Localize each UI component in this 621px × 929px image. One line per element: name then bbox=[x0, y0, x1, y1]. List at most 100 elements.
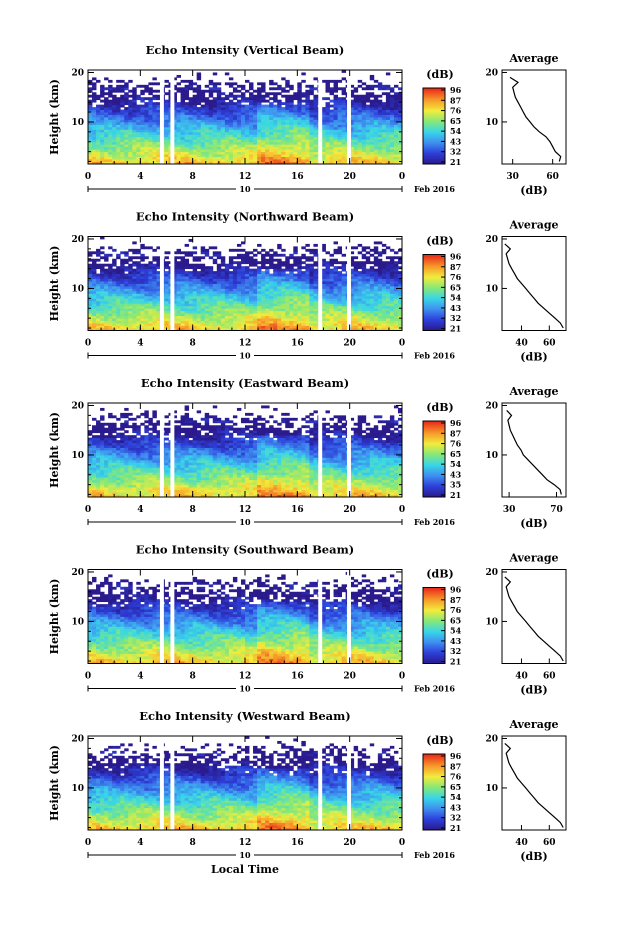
heatmap-cell bbox=[349, 258, 355, 262]
heatmap-cell bbox=[240, 154, 246, 157]
heatmap-cell bbox=[180, 285, 186, 289]
heatmap-cell bbox=[397, 156, 403, 160]
heatmap-cell bbox=[228, 295, 234, 299]
heatmap-cell bbox=[124, 134, 129, 138]
heatmap-cell bbox=[236, 303, 242, 307]
heatmap-cell bbox=[172, 144, 177, 148]
heatmap-cell bbox=[361, 271, 367, 274]
heatmap-cell bbox=[164, 121, 169, 125]
heatmap-cell bbox=[285, 107, 290, 110]
heatmap-cell bbox=[297, 154, 302, 157]
heatmap-cell bbox=[305, 102, 310, 106]
heatmap-cell bbox=[220, 99, 226, 103]
heatmap-cell bbox=[220, 325, 226, 329]
heatmap-cell bbox=[148, 246, 153, 250]
heatmap-cell bbox=[393, 156, 399, 160]
heatmap-cell bbox=[152, 104, 157, 108]
heatmap-cell bbox=[144, 154, 149, 157]
heatmap-cell bbox=[184, 310, 190, 314]
heatmap-cell bbox=[180, 97, 186, 101]
heatmap-cell bbox=[325, 308, 330, 312]
heatmap-cell bbox=[349, 149, 355, 153]
heatmap-cell bbox=[253, 283, 258, 287]
heatmap-cell bbox=[152, 300, 157, 304]
heatmap-cell bbox=[245, 139, 250, 143]
heatmap-cell bbox=[192, 141, 198, 145]
heatmap-cell bbox=[140, 278, 145, 282]
heatmap-cell bbox=[120, 97, 125, 101]
heatmap-cell bbox=[136, 318, 141, 321]
heatmap-cell bbox=[112, 320, 117, 324]
heatmap-cell bbox=[333, 79, 338, 83]
heatmap-cell bbox=[329, 253, 334, 257]
heatmap-cell bbox=[220, 298, 226, 302]
heatmap-cell bbox=[393, 271, 399, 274]
heatmap-cell bbox=[385, 308, 391, 312]
heatmap-cell bbox=[240, 161, 246, 165]
heatmap-cell bbox=[273, 109, 278, 113]
heatmap-cell bbox=[249, 159, 254, 162]
heatmap-cell bbox=[188, 253, 194, 257]
heatmap-cell bbox=[281, 268, 286, 272]
heatmap-cell bbox=[116, 300, 121, 304]
heatmap-cell bbox=[240, 97, 246, 101]
heatmap-cell bbox=[144, 114, 149, 118]
heatmap-cell bbox=[265, 305, 270, 309]
heatmap-cell bbox=[112, 121, 117, 125]
heatmap-cell bbox=[325, 84, 330, 88]
heatmap-cell bbox=[156, 258, 161, 262]
heatmap-cell bbox=[184, 276, 190, 279]
heatmap-cell bbox=[293, 161, 298, 165]
heatmap-cell bbox=[104, 117, 109, 120]
heatmap-cell bbox=[325, 79, 330, 83]
heatmap-cell bbox=[96, 154, 101, 157]
heatmap-cell bbox=[172, 92, 177, 96]
heatmap-cell bbox=[148, 273, 153, 277]
heatmap-cell bbox=[208, 300, 214, 304]
heatmap-cell bbox=[100, 84, 105, 88]
heatmap-cell bbox=[325, 104, 330, 108]
heatmap-cell bbox=[240, 129, 246, 133]
heatmap-cell bbox=[136, 256, 141, 260]
heatmap-cell bbox=[277, 129, 282, 133]
heatmap-cell bbox=[253, 146, 258, 150]
heatmap-cell bbox=[389, 161, 395, 165]
heatmap-cell bbox=[265, 313, 270, 317]
heatmap-cell bbox=[393, 136, 399, 140]
heatmap-cell bbox=[377, 151, 383, 155]
heatmap-cell bbox=[208, 87, 214, 91]
heatmap-cell bbox=[116, 102, 121, 106]
heatmap-cell bbox=[381, 102, 387, 106]
heatmap-cell bbox=[220, 276, 226, 279]
heatmap-cell bbox=[253, 253, 258, 257]
heatmap-cell bbox=[96, 273, 101, 277]
heatmap-cell bbox=[369, 288, 375, 292]
heatmap-cell bbox=[188, 141, 194, 145]
heatmap-cell bbox=[108, 253, 113, 257]
heatmap-cell bbox=[269, 281, 274, 284]
heatmap-cell bbox=[277, 156, 282, 160]
heatmap-cell bbox=[397, 97, 403, 101]
heatmap-cell bbox=[96, 315, 101, 319]
heatmap-cell bbox=[365, 97, 371, 101]
heatmap-cell bbox=[192, 266, 198, 270]
heatmap-cell bbox=[236, 121, 242, 125]
heatmap-cell bbox=[164, 295, 169, 299]
heatmap-cell bbox=[377, 253, 383, 257]
heatmap-cell bbox=[321, 258, 326, 262]
heatmap-cell bbox=[140, 119, 145, 123]
heatmap-cell bbox=[88, 144, 93, 148]
heatmap-cell bbox=[140, 144, 145, 148]
heatmap-cell bbox=[176, 126, 181, 130]
heatmap-cell bbox=[301, 266, 306, 270]
heatmap-cell bbox=[329, 117, 334, 120]
heatmap-cell bbox=[365, 156, 371, 160]
heatmap-cell bbox=[321, 114, 326, 118]
heatmap-cell bbox=[257, 92, 262, 96]
heatmap-cell bbox=[200, 146, 206, 150]
heatmap-cell bbox=[148, 102, 153, 106]
heatmap-cell bbox=[253, 320, 258, 324]
heatmap-cell bbox=[313, 126, 318, 130]
heatmap-cell bbox=[365, 325, 371, 329]
heatmap-cell bbox=[164, 154, 169, 157]
